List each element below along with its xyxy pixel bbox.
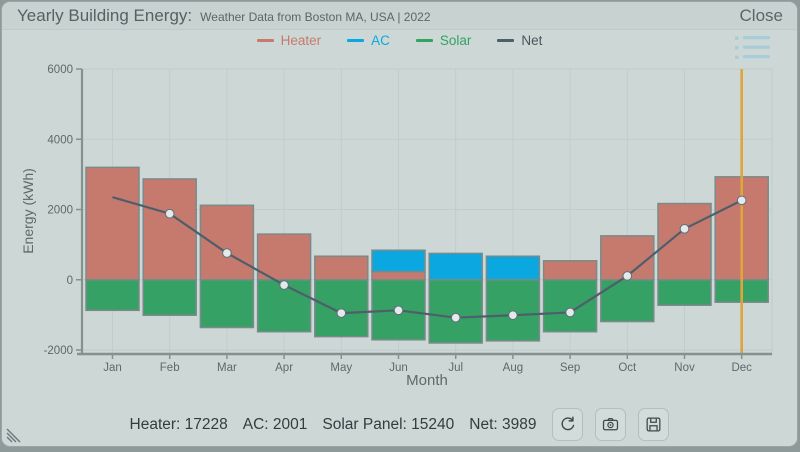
x-tick-label: Jun (389, 362, 408, 374)
legend-swatch (256, 39, 274, 42)
window-title: Yearly Building Energy: (17, 5, 193, 25)
y-tick-label: -2000 (44, 345, 73, 357)
y-tick-label: 0 (67, 275, 73, 287)
save-icon (647, 417, 661, 432)
legend-label: AC (371, 33, 390, 48)
x-tick-label: Aug (503, 362, 523, 374)
bar-ac-jul[interactable] (428, 252, 483, 281)
camera-icon (603, 418, 619, 431)
close-button[interactable]: Close (739, 5, 783, 25)
bar-heater-apr[interactable] (256, 233, 312, 281)
bar-solar-oct[interactable] (600, 279, 655, 323)
chart-legend: Heater AC Solar Net (2, 33, 797, 48)
x-tick-label: Nov (674, 362, 695, 374)
energy-chart: -2000 0 2000 4000 6000 Jan Feb Mar Apr May Jun Jul A… (20, 64, 773, 389)
bar-heater-jan[interactable] (85, 166, 140, 281)
legend-label: Heater (280, 33, 322, 48)
x-tick-label: Feb (160, 362, 180, 374)
net-marker-apr[interactable] (279, 280, 289, 290)
y-axis-title: Energy (kWh) (20, 168, 36, 254)
bar-solar-feb[interactable] (142, 279, 197, 316)
bar-solar-may[interactable] (314, 279, 369, 338)
refresh-button[interactable] (552, 408, 584, 441)
net-marker-nov[interactable] (679, 224, 690, 234)
refresh-icon (562, 416, 575, 431)
x-axis-title: Month (406, 372, 448, 389)
net-marker-feb[interactable] (164, 208, 175, 219)
legend-item-heater[interactable]: Heater (256, 33, 322, 48)
net-marker-sep[interactable] (565, 307, 575, 318)
net-line[interactable] (112, 196, 743, 319)
stat-ac: AC: 2001 (242, 415, 308, 433)
legend-swatch (347, 39, 365, 42)
legend-swatch (415, 39, 433, 42)
legend-label: Solar (439, 33, 472, 48)
net-marker-dec[interactable] (736, 195, 747, 206)
legend-item-solar[interactable]: Solar (415, 33, 472, 48)
net-marker-oct[interactable] (622, 271, 633, 281)
list-menu-icon[interactable] (735, 34, 775, 62)
net-marker-mar[interactable] (222, 248, 232, 258)
stat-net: Net: 3989 (469, 415, 537, 433)
bar-solar-sep[interactable] (542, 279, 598, 333)
net-marker-aug[interactable] (508, 310, 518, 321)
bar-solar-mar[interactable] (199, 279, 255, 329)
save-button[interactable] (638, 408, 670, 441)
window-subtitle: Weather Data from Boston MA, USA | 2022 (200, 9, 431, 24)
x-tick-label: Oct (618, 362, 637, 374)
stats-readout: Heater: 17228 AC: 2001 Solar Panel: 15240 N… (130, 416, 537, 434)
x-tick-label: May (330, 362, 352, 374)
y-tick-label: 4000 (47, 134, 73, 146)
x-tick-label: Jan (103, 362, 122, 374)
x-tick-label: Mar (217, 362, 237, 374)
legend-label: Net (521, 33, 543, 48)
bar-heater-may[interactable] (314, 255, 369, 281)
x-tick-label: Jul (448, 362, 463, 374)
titlebar: Yearly Building Energy: Weather Data fro… (2, 2, 797, 30)
x-tick-label: Sep (560, 362, 580, 374)
bar-heater-sep[interactable] (542, 260, 598, 281)
bar-solar-jan[interactable] (85, 279, 140, 312)
net-marker-jul[interactable] (450, 312, 461, 323)
x-tick-label: Apr (275, 362, 293, 374)
y-tick-label: 6000 (47, 64, 73, 76)
toolbar: Heater: 17228 AC: 2001 Solar Panel: 15240 N… (2, 408, 797, 441)
bar-ac-aug[interactable] (485, 255, 541, 281)
bar-solar-aug[interactable] (485, 279, 541, 342)
bar-solar-jul[interactable] (428, 279, 483, 344)
stat-heater: Heater: 17228 (129, 415, 228, 433)
bar-heater-feb[interactable] (142, 178, 197, 281)
net-marker-jun[interactable] (393, 305, 404, 316)
title-group: Yearly Building Energy: Weather Data fro… (17, 6, 431, 26)
bar-heater-jun[interactable] (371, 270, 426, 281)
legend-item-ac[interactable]: AC (347, 33, 390, 48)
bar-heater-mar[interactable] (199, 204, 255, 281)
bar-solar-apr[interactable] (256, 279, 312, 333)
bar-solar-nov[interactable] (657, 279, 712, 306)
legend-swatch (497, 39, 515, 42)
resize-grip[interactable] (4, 420, 30, 444)
stat-solar-panel: Solar Panel: 15240 (322, 415, 455, 433)
y-tick-label: 2000 (47, 205, 73, 217)
legend-item-net[interactable]: Net (497, 33, 542, 48)
net-marker-may[interactable] (336, 308, 347, 318)
bar-ac-jun[interactable] (371, 249, 426, 273)
camera-button[interactable] (595, 408, 627, 441)
bar-heater-nov[interactable] (657, 202, 712, 281)
x-tick-label: Dec (731, 362, 752, 374)
